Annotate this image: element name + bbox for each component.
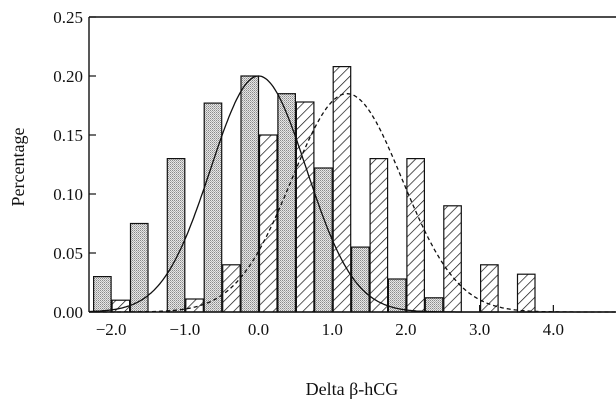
y-tick-label-0: 0.00 bbox=[53, 303, 83, 322]
fit-curve-dashed bbox=[89, 93, 616, 313]
x-tick-label-4: 2.0 bbox=[395, 320, 416, 339]
bar-dotted-2 bbox=[166, 158, 186, 313]
x-axis-title: Delta β-hCG bbox=[306, 379, 399, 399]
bar-hatched-10 bbox=[480, 264, 499, 313]
bar-hatched-11 bbox=[516, 273, 536, 313]
y-axis-title: Percentage bbox=[8, 128, 28, 207]
bar-dotted-4 bbox=[240, 75, 260, 313]
x-tick-label-2: 0.0 bbox=[248, 320, 269, 339]
bar-dotted-3 bbox=[203, 102, 223, 313]
bar-hatched-4 bbox=[258, 134, 278, 313]
bar-dotted-1 bbox=[129, 222, 149, 313]
bar-dotted-9 bbox=[424, 297, 444, 313]
ticks-group: 0.00 0.05 0.10 0.15 0.20 0.25 −2.0 −1.0 0.0 1.0 2.… bbox=[53, 8, 564, 339]
y-tick-label-2: 0.10 bbox=[53, 185, 83, 204]
bars-group bbox=[92, 65, 536, 313]
bar-hatched-8 bbox=[406, 158, 425, 313]
bar-dotted-5 bbox=[277, 93, 296, 313]
y-tick-label-1: 0.05 bbox=[53, 244, 83, 263]
bar-dotted-6 bbox=[314, 167, 333, 313]
axes-group bbox=[88, 16, 616, 313]
bar-hatched-3 bbox=[222, 264, 241, 313]
y-tick-label-5: 0.25 bbox=[53, 8, 83, 27]
y-tick-label-3: 0.15 bbox=[53, 126, 83, 145]
bar-hatched-9 bbox=[443, 205, 462, 313]
x-tick-label-5: 3.0 bbox=[469, 320, 490, 339]
x-tick-label-6: 4.0 bbox=[543, 320, 564, 339]
bar-dotted-0 bbox=[92, 276, 112, 313]
bar-hatched-7 bbox=[369, 158, 389, 313]
y-tick-label-4: 0.20 bbox=[53, 67, 83, 86]
bar-hatched-6 bbox=[332, 65, 352, 313]
x-tick-label-1: −1.0 bbox=[169, 320, 200, 339]
x-tick-label-0: −2.0 bbox=[96, 320, 127, 339]
x-tick-label-3: 1.0 bbox=[322, 320, 343, 339]
